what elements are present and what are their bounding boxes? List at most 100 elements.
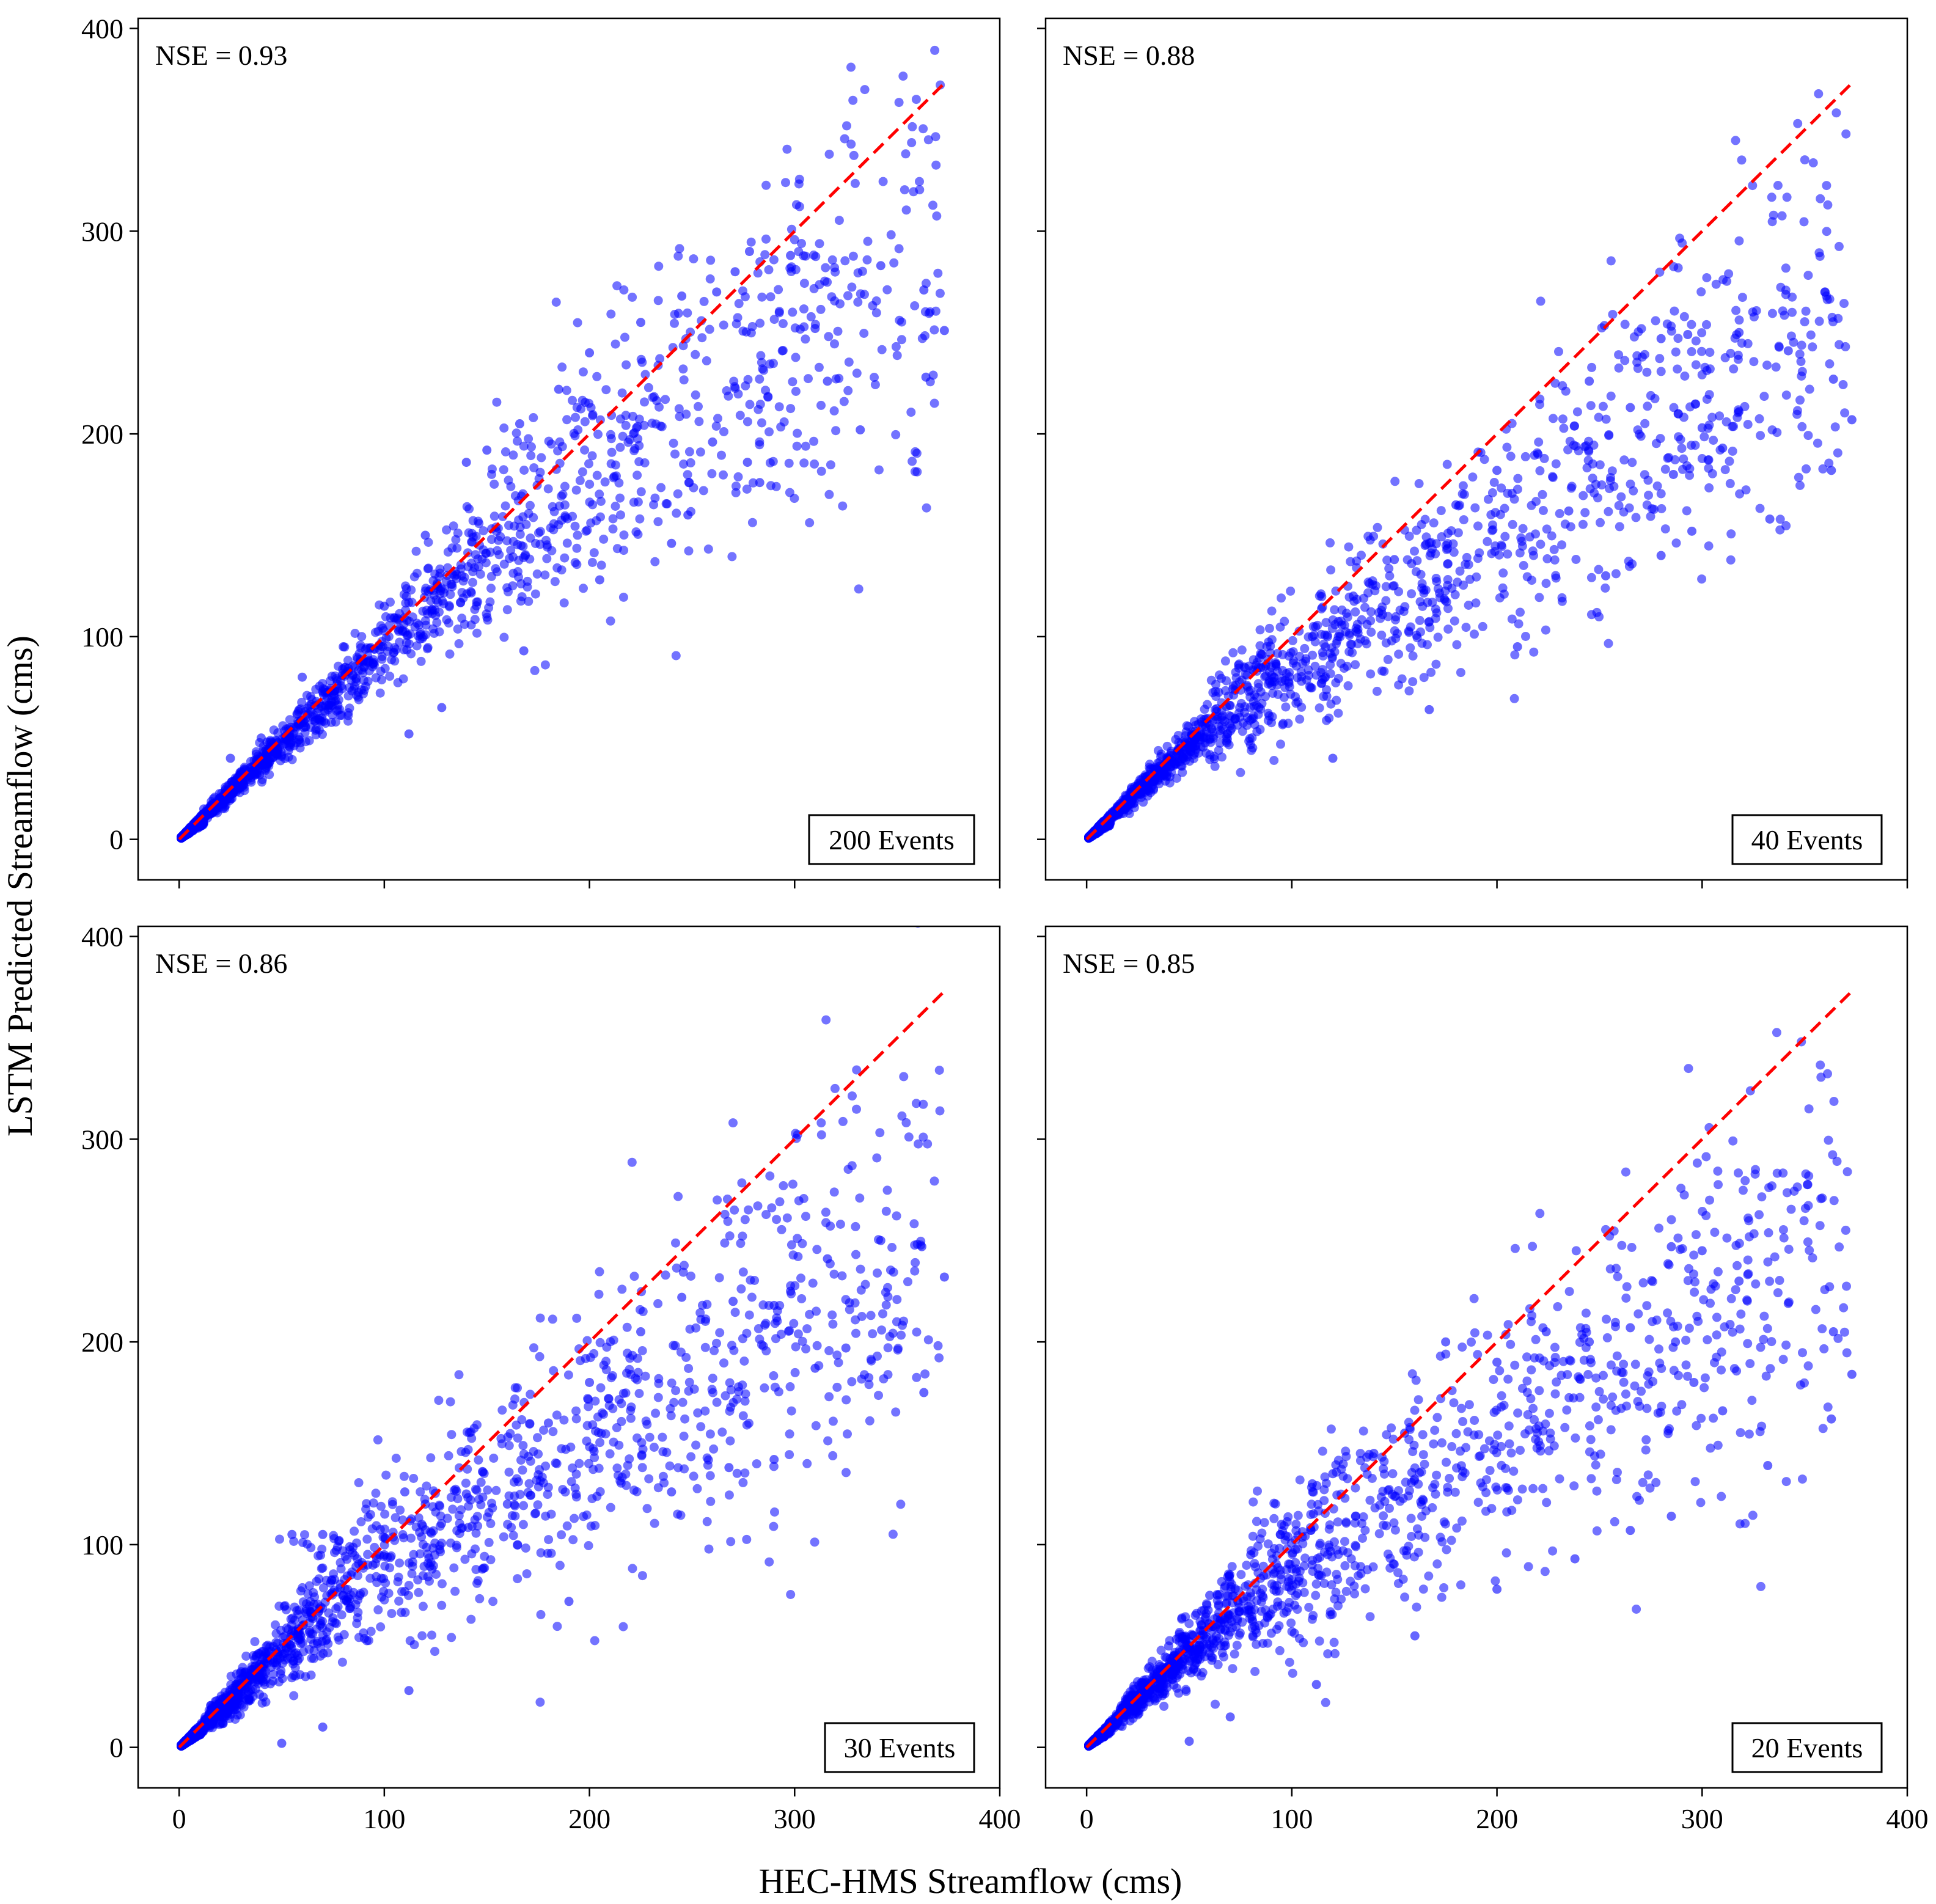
data-point — [576, 404, 586, 414]
data-point — [1517, 536, 1527, 546]
data-point — [451, 535, 461, 544]
data-point — [1559, 423, 1569, 433]
data-point — [501, 447, 510, 456]
data-point — [287, 755, 297, 764]
data-point — [1725, 456, 1734, 466]
data-point — [587, 558, 597, 567]
data-point — [1646, 390, 1656, 400]
data-point — [536, 1548, 546, 1558]
data-point — [430, 1647, 439, 1657]
data-point — [1337, 620, 1347, 630]
data-point — [719, 427, 728, 436]
data-point — [562, 1521, 572, 1531]
data-point — [843, 386, 853, 395]
data-point — [1614, 363, 1624, 373]
data-point — [809, 436, 819, 446]
data-point — [919, 1132, 928, 1142]
data-point — [1408, 677, 1418, 687]
data-point — [376, 667, 386, 676]
data-point — [619, 285, 629, 295]
data-point — [1443, 624, 1453, 634]
data-point — [1541, 625, 1550, 635]
data-point — [933, 1341, 943, 1350]
nse-annotation: NSE = 0.88 — [1063, 40, 1195, 71]
data-point — [557, 491, 566, 501]
data-point — [1492, 466, 1502, 475]
data-point — [1321, 672, 1330, 682]
data-point — [698, 1300, 707, 1310]
data-point — [1691, 336, 1701, 346]
data-point — [1383, 612, 1393, 621]
data-point — [740, 1215, 750, 1225]
data-point — [443, 547, 453, 557]
data-point — [1491, 541, 1500, 551]
data-point — [1704, 541, 1714, 551]
data-point — [1652, 481, 1662, 491]
data-point — [499, 465, 508, 475]
data-point — [724, 391, 733, 401]
data-point — [596, 512, 605, 522]
data-point — [1447, 584, 1457, 593]
data-point — [445, 649, 455, 659]
data-point — [596, 497, 606, 506]
data-point — [684, 478, 694, 488]
data-point — [442, 525, 452, 535]
data-point — [785, 1429, 794, 1439]
data-point — [662, 1448, 672, 1457]
data-point — [524, 434, 534, 444]
data-point — [733, 472, 743, 481]
data-point — [608, 514, 618, 524]
data-point — [1394, 650, 1404, 659]
data-point — [1561, 386, 1571, 396]
data-point — [1330, 605, 1340, 615]
data-point — [1407, 589, 1417, 599]
data-point — [399, 1471, 409, 1481]
data-point — [587, 451, 597, 461]
data-point — [652, 396, 662, 406]
data-point — [475, 1594, 485, 1603]
data-point — [599, 534, 609, 544]
data-point — [686, 1452, 696, 1462]
data-point — [1670, 455, 1680, 464]
data-point — [1451, 500, 1461, 510]
data-point — [1728, 422, 1737, 431]
data-point — [435, 627, 444, 637]
nse-annotation: NSE = 0.93 — [155, 40, 287, 71]
data-point — [487, 535, 496, 544]
data-point — [653, 296, 663, 306]
data-point — [617, 388, 627, 398]
data-point — [774, 307, 784, 317]
data-point — [1156, 749, 1166, 759]
data-point — [1755, 503, 1765, 513]
data-point — [786, 251, 796, 260]
data-point — [525, 554, 535, 564]
data-point — [586, 518, 596, 528]
data-point — [572, 1313, 582, 1323]
data-point — [426, 1453, 436, 1463]
data-point — [679, 460, 689, 469]
data-point — [1696, 287, 1706, 297]
data-point — [742, 1420, 752, 1430]
data-point — [1458, 489, 1467, 499]
data-point — [1620, 356, 1630, 365]
data-point — [546, 523, 556, 533]
data-point — [479, 526, 488, 536]
data-point — [1797, 340, 1806, 350]
data-point — [755, 1335, 765, 1344]
data-point — [416, 656, 426, 666]
data-point — [258, 742, 268, 752]
data-point — [1675, 233, 1685, 243]
data-point — [705, 324, 714, 334]
data-point — [1755, 414, 1764, 423]
data-point — [935, 288, 945, 298]
data-point — [1828, 317, 1838, 327]
data-point — [923, 135, 933, 145]
data-point — [521, 1543, 530, 1553]
data-point — [491, 564, 501, 574]
data-point — [609, 1437, 618, 1447]
data-point — [1225, 701, 1235, 711]
data-point — [1377, 631, 1387, 640]
data-point — [578, 467, 587, 477]
data-point — [486, 571, 496, 581]
data-point — [689, 254, 698, 264]
